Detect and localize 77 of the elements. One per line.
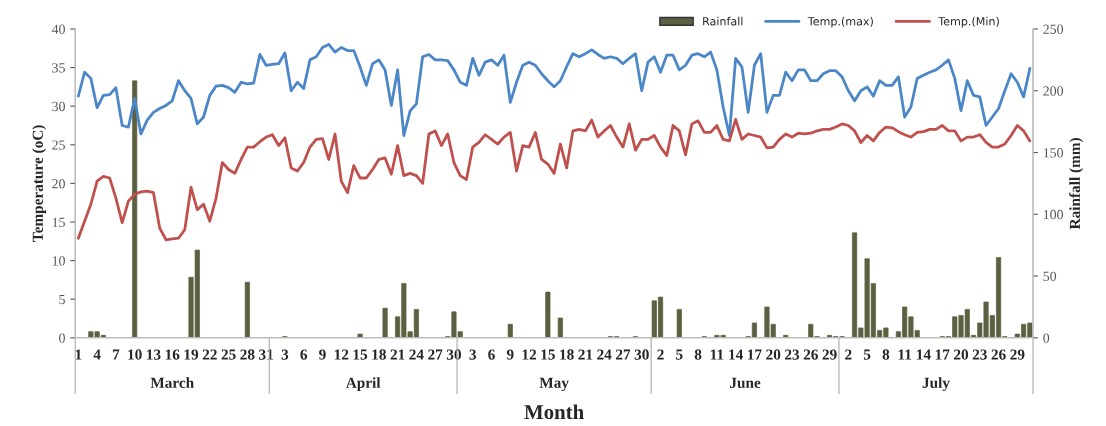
x-tick-label: 29 bbox=[822, 349, 837, 360]
x-tick-label: 24 bbox=[409, 349, 424, 360]
x-tick-label: 15 bbox=[353, 349, 368, 360]
x-tick-label: 18 bbox=[560, 349, 574, 360]
text: March bbox=[150, 377, 194, 388]
x-tick-label: 3 bbox=[469, 349, 477, 360]
y-tick-label: 5 bbox=[59, 294, 65, 305]
x-tick-label: 23 bbox=[784, 349, 800, 360]
y2-tick-label: 150 bbox=[1043, 148, 1064, 158]
y-tick-label: 15 bbox=[52, 217, 65, 227]
x-tick-label: 5 bbox=[676, 349, 683, 360]
x-tick-label: 21 bbox=[578, 349, 593, 360]
x-tick-label: 14 bbox=[729, 349, 743, 360]
x-tick-label: 31 bbox=[259, 349, 273, 360]
x-tick-label: 24 bbox=[597, 349, 612, 360]
x-tick-label: 8 bbox=[694, 349, 702, 360]
y-axis-title: Temperature (oC) bbox=[32, 125, 47, 242]
x-tick-label: 13 bbox=[147, 349, 161, 360]
x-tick-label: 1 bbox=[75, 349, 82, 360]
x-tick-label: 25 bbox=[221, 349, 236, 360]
x-tick-label: 11 bbox=[710, 349, 724, 360]
x-tick-label: 14 bbox=[917, 349, 931, 360]
x-tick-label: 10 bbox=[128, 349, 142, 360]
y-tick-label: 10 bbox=[52, 256, 65, 266]
text: June bbox=[730, 377, 761, 389]
x-tick-label: 20 bbox=[954, 349, 969, 360]
x-tick-label: 3 bbox=[281, 349, 289, 360]
x-tick-label: 27 bbox=[615, 349, 631, 360]
x-tick-label: 8 bbox=[882, 349, 890, 360]
x-tick-label: 6 bbox=[488, 349, 495, 360]
y2-tick-label: 100 bbox=[1043, 209, 1064, 220]
x-tick-label: 9 bbox=[319, 349, 326, 360]
y-tick-label: 20 bbox=[52, 178, 65, 189]
y-tick-label: 40 bbox=[51, 24, 65, 34]
legend-label: Temp.(Min) bbox=[938, 16, 999, 28]
x-tick-label: 26 bbox=[991, 349, 1006, 360]
x-tick-label: 29 bbox=[1010, 349, 1025, 360]
y-tick-label: 25 bbox=[52, 140, 65, 150]
x-tick-label: 17 bbox=[935, 349, 950, 360]
text: April bbox=[345, 377, 381, 392]
x-tick-label: 28 bbox=[240, 349, 255, 360]
x-tick-label: 6 bbox=[300, 349, 308, 360]
y2-tick-label: 0 bbox=[1043, 333, 1050, 343]
y-tick-label: 0 bbox=[59, 333, 65, 343]
x-tick-label: 23 bbox=[972, 349, 987, 360]
x-tick-label: 21 bbox=[390, 349, 405, 360]
x-tick-label: 16 bbox=[165, 349, 180, 360]
text: July bbox=[922, 377, 950, 392]
x-tick-label: 12 bbox=[334, 349, 349, 360]
x-axis-title: Month bbox=[524, 404, 584, 420]
x-tick-label: 19 bbox=[184, 349, 199, 360]
x-tick-label: 30 bbox=[446, 349, 461, 360]
x-tick-label: 17 bbox=[748, 349, 762, 360]
y-tick-label: 30 bbox=[52, 101, 65, 112]
x-tick-label: 22 bbox=[202, 349, 217, 360]
x-tick-label: 5 bbox=[863, 349, 871, 360]
y2-tick-label: 200 bbox=[1043, 86, 1064, 96]
x-tick-label: 9 bbox=[506, 349, 514, 360]
y2-axis-title: Rainfall (mm) bbox=[1069, 138, 1084, 230]
x-tick-label: 20 bbox=[766, 349, 781, 360]
y-tick-label: 35 bbox=[52, 63, 65, 73]
y2-tick-label: 50 bbox=[1043, 271, 1057, 281]
x-tick-label: 4 bbox=[93, 349, 101, 360]
x-tick-label: 30 bbox=[634, 349, 649, 360]
text: May bbox=[539, 377, 569, 392]
x-tick-label: 12 bbox=[522, 349, 537, 360]
x-tick-label: 11 bbox=[898, 349, 912, 360]
x-tick-label: 2 bbox=[657, 349, 664, 360]
x-tick-label: 18 bbox=[372, 349, 386, 360]
x-tick-label: 7 bbox=[112, 349, 120, 360]
x-tick-label: 27 bbox=[428, 349, 443, 360]
legend-label: Rainfall bbox=[703, 16, 743, 26]
y2-tick-label: 250 bbox=[1043, 24, 1064, 34]
x-tick-label: 26 bbox=[803, 349, 818, 360]
x-tick-label: 2 bbox=[845, 349, 852, 360]
x-tick-label: 15 bbox=[541, 349, 555, 360]
legend-label: Temp.(max) bbox=[807, 16, 873, 28]
